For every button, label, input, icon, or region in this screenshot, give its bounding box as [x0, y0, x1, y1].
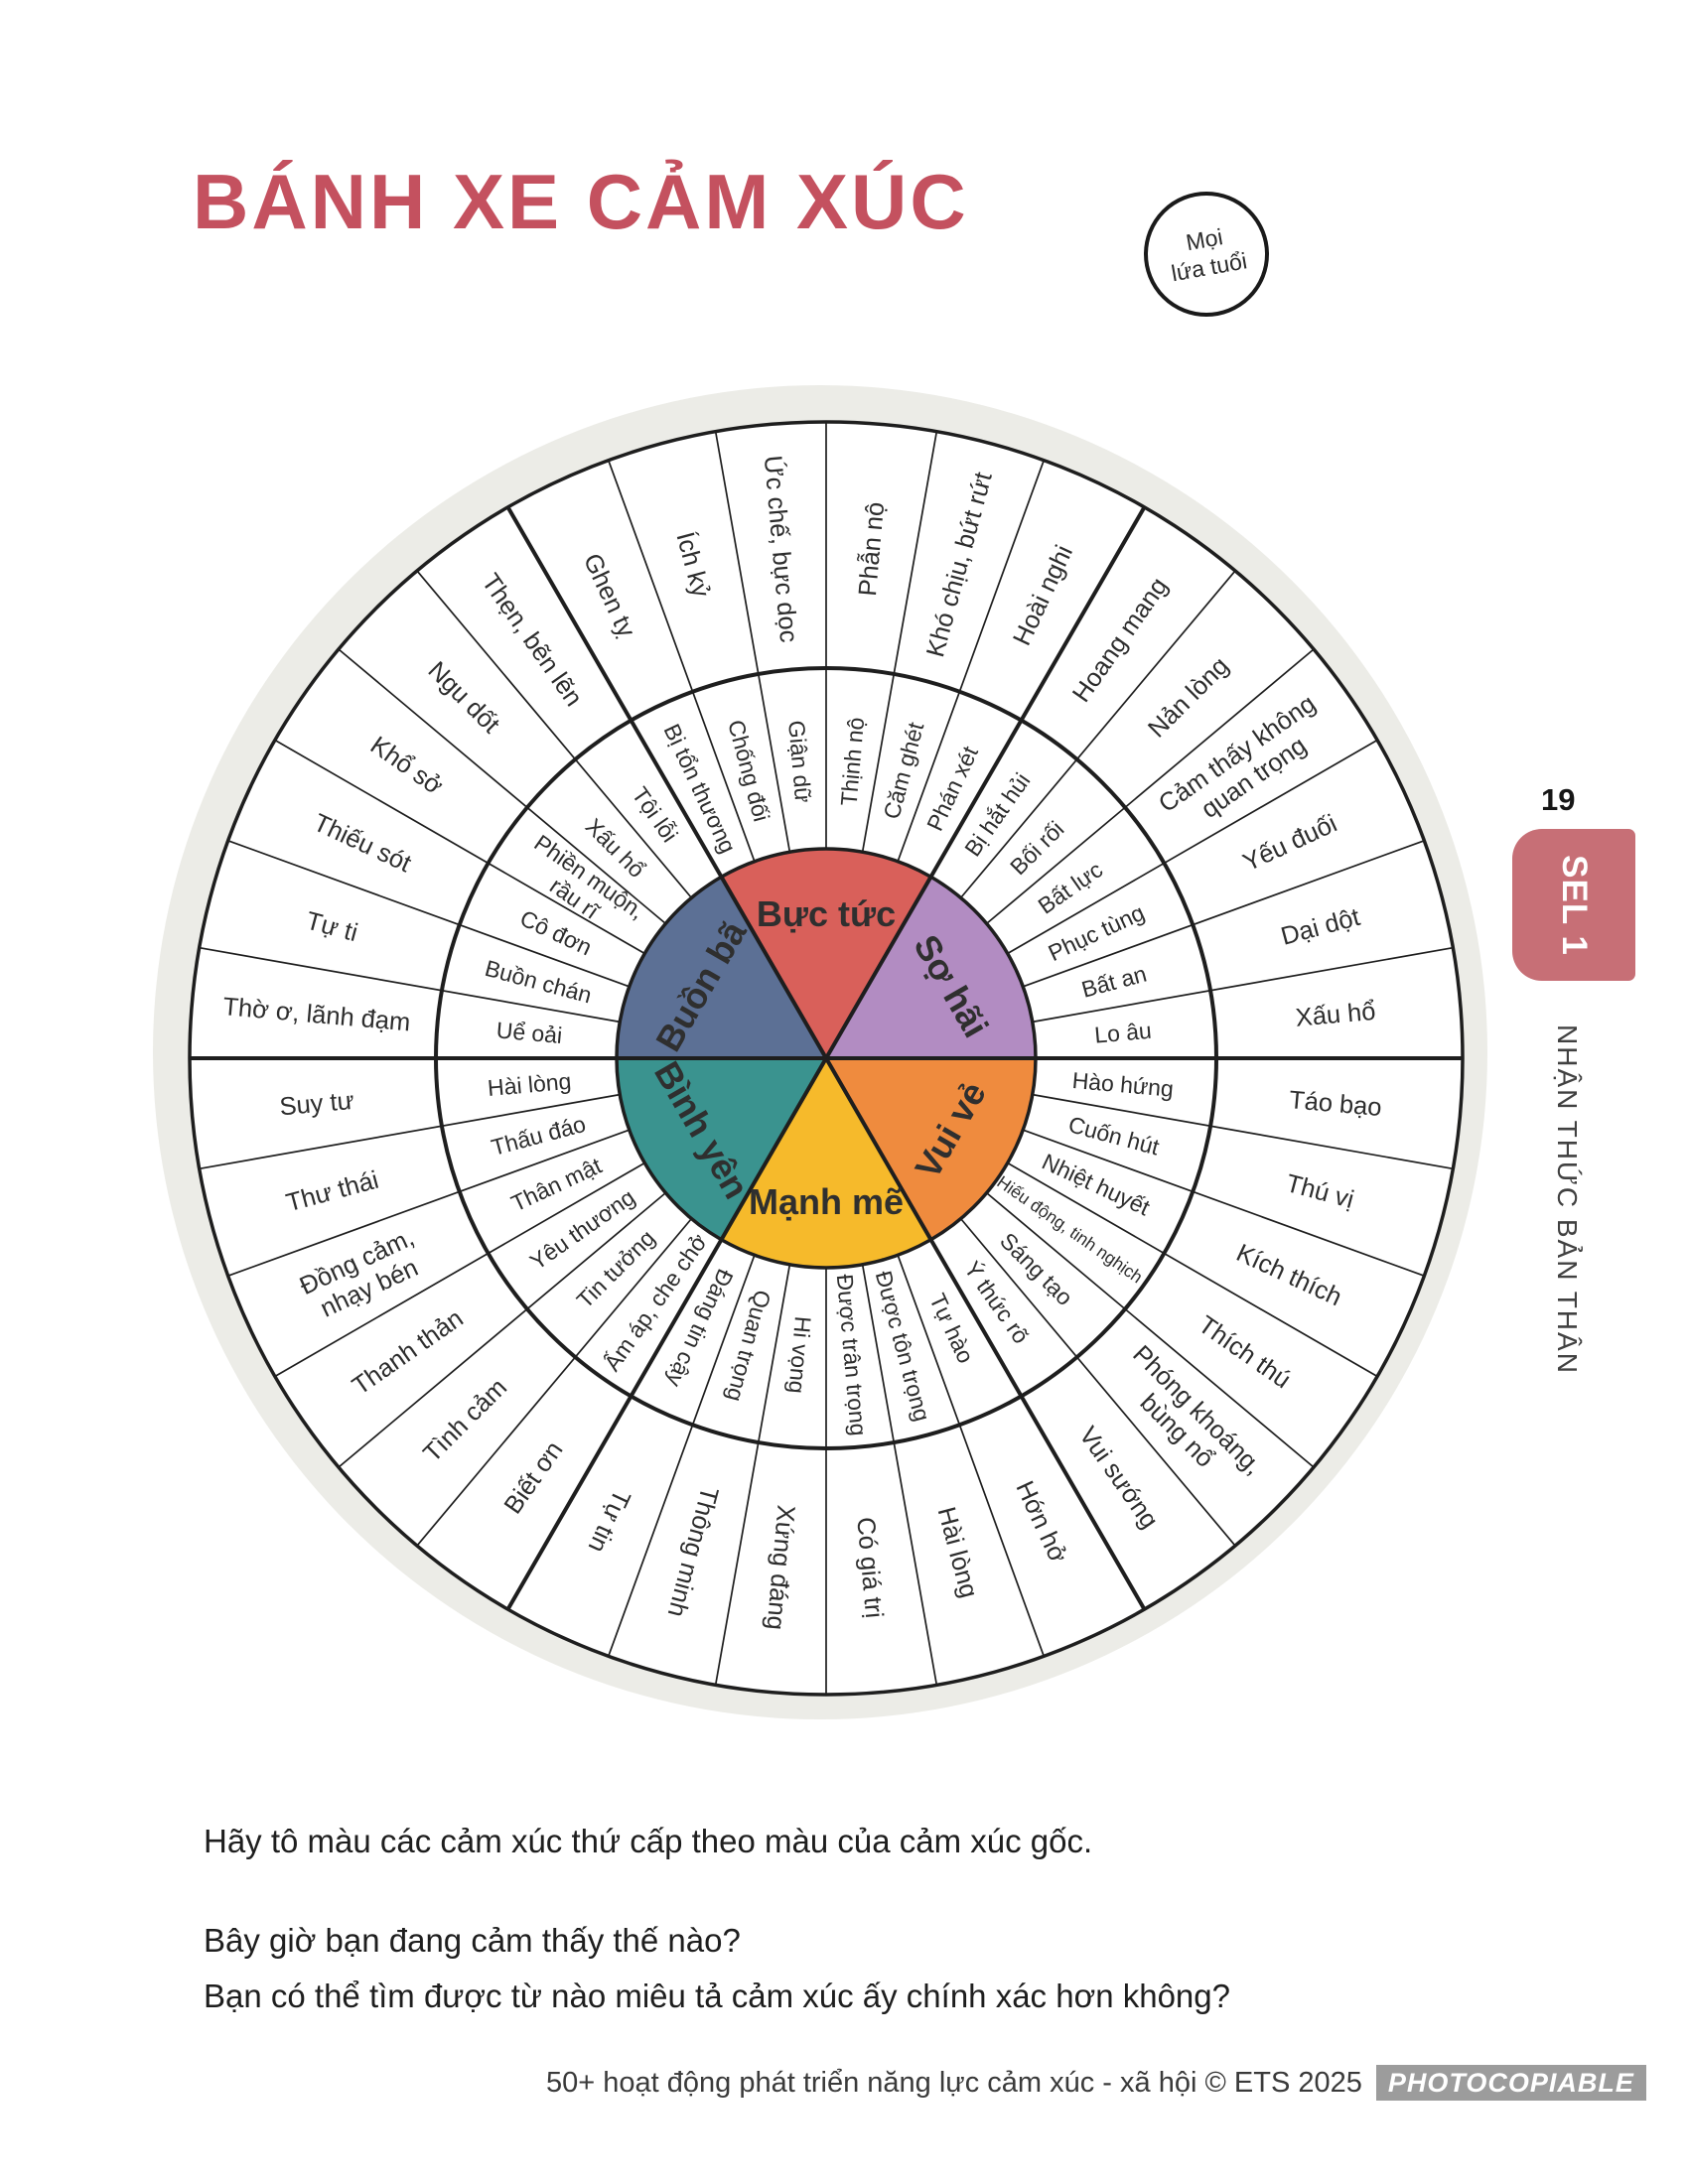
- middle-label: Lo âu: [1093, 1018, 1153, 1048]
- wedge-divider: [714, 431, 791, 853]
- instruction-line-2: Bây giờ bạn đang cảm thấy thế nào?: [204, 1922, 741, 1959]
- wedge-divider: [338, 1191, 666, 1468]
- wedge-divider: [986, 1191, 1315, 1468]
- wedge-divider: [861, 1264, 938, 1686]
- wedge-divider: [199, 1093, 621, 1170]
- core-wedge-3: [719, 1056, 933, 1270]
- page-footer: 50+ hoạt động phát triển năng lực cảm xú…: [546, 2065, 1646, 2101]
- wedge-divider: [607, 1254, 756, 1657]
- sidebar-section-label: NHẬN THỨC BẢN THÂN: [1552, 1024, 1583, 1375]
- middle-label: Uể oải: [495, 1017, 563, 1048]
- wedge-divider: [274, 739, 645, 955]
- wedge-divider: [1007, 739, 1378, 955]
- age-badge: Mọi lứa tuổi: [1144, 192, 1269, 317]
- wedge-divider: [227, 1129, 631, 1278]
- section-boundary: [824, 505, 1147, 1059]
- section-boundary: [505, 505, 828, 1059]
- instruction-line-1: Hãy tô màu các cảm xúc thứ cấp theo màu …: [204, 1823, 1093, 1859]
- sel-tab-label: SEL 1: [1554, 854, 1594, 956]
- wedge-divider: [897, 1254, 1046, 1657]
- wedge-divider: [416, 570, 693, 898]
- wedge-divider: [897, 460, 1046, 863]
- core-wedge-5: [615, 875, 828, 1060]
- wedge-divider: [861, 431, 938, 853]
- core-wedge-0: [719, 847, 933, 1060]
- wedge-divider: [607, 460, 756, 863]
- page-number: 19: [1541, 782, 1576, 817]
- wedge-divider: [227, 839, 631, 988]
- photocopiable-badge: PHOTOCOPIABLE: [1375, 2065, 1646, 2101]
- footer-text: 50+ hoạt động phát triển năng lực cảm xú…: [546, 2067, 1362, 2099]
- wedge-divider: [959, 570, 1236, 898]
- wedge-divider: [1022, 839, 1425, 988]
- sel-tab: SEL 1: [1512, 829, 1635, 981]
- wedge-divider: [959, 1218, 1236, 1547]
- wedge-divider: [714, 1264, 791, 1686]
- section-boundary: [824, 1057, 1147, 1611]
- wedge-divider: [1032, 1093, 1454, 1170]
- wedge-divider: [986, 648, 1315, 925]
- wedge-divider: [416, 1218, 693, 1547]
- page-title: BÁNH XE CẢM XÚC: [193, 158, 969, 245]
- instruction-line-3: Bạn có thể tìm được từ nào miêu tả cảm x…: [204, 1978, 1230, 2014]
- core-label: Mạnh mẽ: [749, 1181, 904, 1222]
- wedge-divider: [199, 946, 621, 1024]
- wedge-divider: [1022, 1129, 1425, 1278]
- core-wedge-2: [824, 1056, 1038, 1242]
- wedge-divider: [338, 648, 666, 925]
- outer-label: Suy tư: [278, 1087, 354, 1121]
- core-label: Bực tức: [757, 893, 896, 934]
- wedge-divider: [1007, 1161, 1378, 1378]
- section-boundary: [505, 1057, 828, 1611]
- core-wedge-1: [824, 875, 1038, 1060]
- core-wedge-4: [615, 1056, 828, 1242]
- outer-ring-arc: [188, 420, 1465, 1697]
- wedge-divider: [1032, 946, 1454, 1024]
- middle-ring-arc: [434, 666, 1218, 1450]
- wedge-divider: [274, 1161, 645, 1378]
